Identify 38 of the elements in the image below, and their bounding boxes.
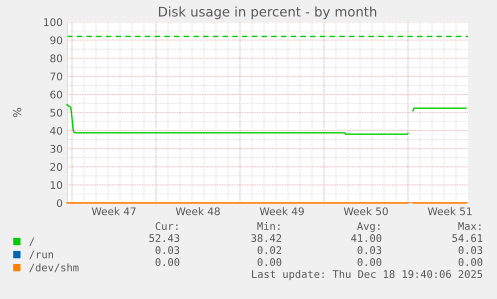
text: 0.03 xyxy=(458,246,482,254)
y-tick-label: 50 xyxy=(50,108,62,117)
text: 0.00 xyxy=(258,258,282,266)
text: 0.00 xyxy=(358,258,382,266)
y-tick-label: 40 xyxy=(50,126,62,135)
y-tick-label: 100 xyxy=(44,18,62,26)
x-tick-label: Week 49 xyxy=(260,207,304,216)
y-tick-label: 90 xyxy=(50,36,62,44)
text: Max: xyxy=(458,222,480,230)
y-tick-label: 60 xyxy=(50,90,62,99)
text: 54.61 xyxy=(452,234,482,242)
text: 0.02 xyxy=(258,246,282,254)
text: 0.03 xyxy=(156,246,180,254)
x-tick-label: Week 48 xyxy=(176,207,220,216)
text: Last update: Thu Dec 18 19:40:06 2025 xyxy=(252,270,482,280)
text: Avg: xyxy=(357,222,380,232)
text: 38.42 xyxy=(251,234,282,242)
y-tick-label: 20 xyxy=(50,163,62,171)
legend-label: /run xyxy=(29,250,53,260)
text: 41.00 xyxy=(351,234,382,242)
y-axis-title: % xyxy=(12,108,22,118)
text: 52.43 xyxy=(149,234,180,242)
x-tick-label: Week 50 xyxy=(344,207,388,216)
y-tick-label: 70 xyxy=(50,72,62,80)
text: Min: xyxy=(257,222,280,230)
x-tick-label: Week 51 xyxy=(428,207,472,216)
text: Cur: xyxy=(156,222,178,230)
legend-label: / xyxy=(29,238,34,246)
y-tick-label: 80 xyxy=(50,54,62,62)
x-tick-label: Week 47 xyxy=(92,207,136,216)
text: 0.00 xyxy=(156,258,180,266)
text: 0.00 xyxy=(458,258,482,266)
y-tick-label: 30 xyxy=(50,144,62,153)
text: 0.03 xyxy=(358,246,382,254)
y-tick-label: 10 xyxy=(50,181,62,190)
y-tick-label: 0 xyxy=(56,199,62,208)
legend-label: /dev/shm xyxy=(29,263,79,272)
chart-title: Disk usage in percent - by month xyxy=(158,6,376,20)
